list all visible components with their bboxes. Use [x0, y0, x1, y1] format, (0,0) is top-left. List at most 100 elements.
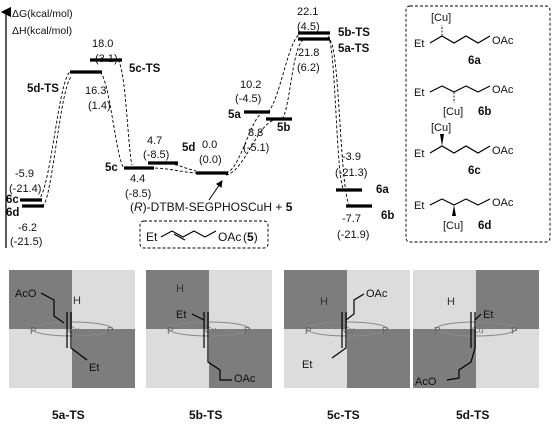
model-5d-p-right: P [511, 326, 518, 337]
model-5b-bonds [191, 312, 232, 381]
state-label-5d-TS: 5d-TS [27, 83, 59, 95]
product-6d-et: Et [414, 200, 424, 212]
product-6a-cu: [Cu] [431, 12, 451, 24]
energy-profile: ΔG(kcal/mol) ΔH(kcal/mol) [0, 6, 394, 249]
quadrant-model-5b-TS: P P Cu H Et OAc 5b-TS [146, 270, 272, 422]
product-6a-chain [429, 35, 491, 44]
product-6d-cu: [Cu] [443, 220, 463, 232]
reaction-path-connectors [36, 33, 351, 207]
product-6b: Et OAc [Cu] 6b [414, 84, 514, 118]
product-6b-oac: OAc [492, 84, 514, 96]
substrate-et: Et [146, 230, 158, 244]
quadrant-model-5d-TS: P P Cu H Et AcO 5d-TS [413, 270, 539, 422]
dh-5b: (-5.1) [243, 142, 269, 154]
dh-5b-TS: (4.5) [297, 21, 320, 33]
dg-5a-TS: 21.8 [298, 47, 319, 59]
state-label-5b-TS: 5b-TS [338, 27, 370, 39]
product-6b-chain [429, 85, 491, 93]
product-6c-et: Et [414, 148, 424, 160]
ts-quadrant-models: P P Cu H AcO Et 5a-TS P P Cu H Et OAc 5b… [9, 270, 539, 422]
product-6d-wedge [452, 205, 456, 216]
reactant-label: (R)-DTBM-SEGPHOSCuH + 5 [130, 200, 293, 214]
product-6a-et: Et [414, 38, 424, 50]
model-5d-h: H [447, 296, 455, 308]
substrate-box: Et OAc (5) [139, 220, 269, 249]
dg-5d: 4.7 [147, 135, 162, 147]
model-5d-cu: Cu [472, 325, 484, 335]
dh-start: (0.0) [199, 154, 222, 166]
model-5b-p-right: P [244, 326, 251, 337]
product-6a: [Cu] Et OAc 6a [414, 12, 514, 67]
model-5c-cu: Cu [343, 325, 355, 335]
quadrant-model-5a-TS: P P Cu H AcO Et 5a-TS [9, 270, 135, 422]
model-5d-caption: 5d-TS [456, 408, 489, 422]
model-5a-caption: 5a-TS [52, 408, 85, 422]
model-5a-p-right: P [107, 326, 114, 337]
dh-5a-TS: (6.2) [297, 62, 320, 74]
dh-5a: (-4.5) [235, 93, 261, 105]
dg-5a: 10.2 [240, 79, 261, 91]
model-5d-p-left: P [434, 326, 441, 337]
product-6c-wedge [440, 134, 444, 146]
product-6a-label: 6a [468, 55, 481, 67]
model-5b-h: H [176, 283, 184, 295]
state-label-6c: 6c [6, 194, 19, 206]
product-6c-oac: OAc [492, 145, 514, 157]
model-5c-p-right: P [382, 326, 389, 337]
model-5a-sub1: AcO [15, 288, 37, 300]
model-5b-sub1: Et [176, 309, 186, 321]
product-6a-oac: OAc [492, 35, 514, 47]
model-5c-bonds [331, 293, 365, 359]
product-6c-label: 6c [468, 165, 481, 177]
model-5c-sub1: OAc [366, 288, 388, 300]
dg-start: 0.0 [202, 139, 217, 151]
product-6c-chain [429, 145, 491, 154]
products-box: [Cu] Et OAc 6a Et OAc [Cu] 6b [Cu] Et OA… [405, 5, 551, 243]
model-5a-p-left: P [30, 326, 37, 337]
product-6c-cu: [Cu] [431, 122, 451, 134]
state-label-5c: 5c [105, 162, 118, 174]
dg-5d-TS: 16.3 [85, 85, 106, 97]
model-5c-p-left: P [305, 326, 312, 337]
products-box-border [405, 5, 551, 243]
dg-6b: -7.7 [342, 213, 361, 225]
model-5a-h: H [73, 295, 81, 307]
dh-6c: (-21.4) [9, 183, 41, 195]
state-label-5c-TS: 5c-TS [129, 63, 161, 75]
state-label-5a-TS: 5a-TS [338, 43, 370, 55]
state-label-5b: 5b [277, 122, 290, 134]
quadrant-model-5c-TS: P P Cu H OAc Et 5c-TS [284, 270, 410, 422]
dh-5d-TS: (1.4) [88, 100, 111, 112]
dg-6c: -5.9 [15, 168, 34, 180]
state-labels: 6c 6d 5d-TS 5c-TS 5c 5d 5a 5b 5b-TS 5a-T… [6, 27, 394, 222]
model-5d-sub2: AcO [415, 376, 437, 388]
model-5b-cu: Cu [205, 325, 217, 335]
product-6c: [Cu] Et OAc 6c [414, 122, 514, 177]
dh-5c: (-8.5) [125, 188, 151, 200]
substrate-number: (5) [243, 230, 258, 244]
state-label-5a: 5a [228, 109, 241, 121]
model-5d-bonds [446, 312, 482, 381]
dh-6b: (-21.9) [337, 229, 369, 241]
model-5a-cu: Cu [68, 325, 80, 335]
product-6b-label: 6b [478, 106, 491, 118]
dg-5b: 8.8 [248, 127, 263, 139]
dh-5d: (-8.5) [143, 149, 169, 161]
model-5b-sub2: OAc [234, 373, 256, 385]
dg-5b-TS: 22.1 [297, 6, 318, 18]
dh-5c-TS: (3.1) [95, 53, 118, 65]
dg-6a: -3.9 [342, 151, 361, 163]
product-6d-chain [429, 198, 491, 206]
product-6d: Et OAc [Cu] 6d [414, 197, 514, 232]
dg-6d: -6.2 [18, 222, 37, 234]
dg-5c-TS: 18.0 [92, 38, 113, 50]
state-label-6d: 6d [6, 207, 19, 219]
axis-label-dg: ΔG(kcal/mol) [12, 8, 73, 20]
model-5c-caption: 5c-TS [327, 408, 360, 422]
substrate-double-bond [173, 233, 186, 241]
axis-label-dh: ΔH(kcal/mol) [12, 25, 72, 37]
reactant-arrow [208, 180, 223, 201]
dg-5c: 4.4 [130, 173, 145, 185]
state-label-6a: 6a [376, 184, 389, 196]
